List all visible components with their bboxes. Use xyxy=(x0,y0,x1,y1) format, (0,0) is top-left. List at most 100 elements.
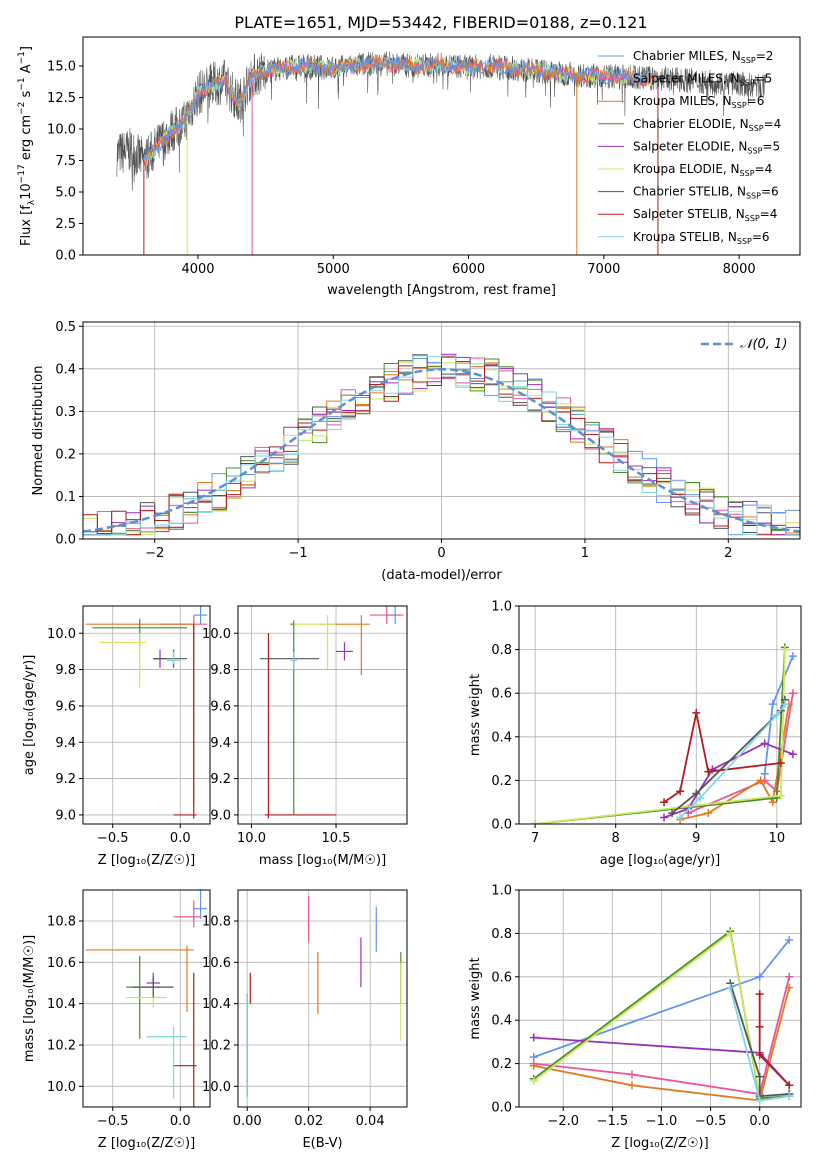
legend-label: Kroupa MILES, NSSP=6 xyxy=(633,94,764,110)
kroupa_elodie-marker xyxy=(531,820,540,824)
kroupa_miles-marker xyxy=(768,798,777,807)
x-tick-label: 0.04 xyxy=(356,1114,385,1129)
y-tick-label: 0.8 xyxy=(491,643,512,658)
chabrier_elodie-histogram xyxy=(83,358,800,536)
mass-vs-z-axes: −0.5 0.0 10.0 10.2 10.4 10.6 10.8 xyxy=(47,890,210,1129)
x-axis-label: E(B-V) xyxy=(302,1136,342,1151)
kroupa_stelib-weight-line xyxy=(679,703,786,819)
chabrier_miles-marker xyxy=(755,972,764,981)
y-axis-label: mass weight xyxy=(468,957,483,1039)
y-tick-label: 2.5 xyxy=(55,217,76,232)
legend-label-text: Chabrier ELODIE, N xyxy=(633,117,749,131)
legend-label-text: Chabrier STELIB, N xyxy=(633,185,746,199)
y-tick-label: 10.0 xyxy=(47,122,76,137)
y-tick-label: 0.4 xyxy=(491,730,512,745)
legend-label-text: Kroupa STELIB, N xyxy=(633,230,737,244)
kroupa_miles-marker xyxy=(704,809,713,818)
salpeter_miles-marker xyxy=(785,972,794,981)
y-tick-label: 10.6 xyxy=(202,956,231,971)
kroupa_elodie-marker xyxy=(776,791,785,800)
x-tick-label: 0 xyxy=(437,546,445,561)
salpeter_stelib-marker xyxy=(660,798,669,807)
legend-label: Chabrier STELIB, NSSP=6 xyxy=(633,185,779,201)
legend-label-text: Salpeter STELIB, N xyxy=(633,207,745,221)
chabrier_miles-marker xyxy=(788,652,797,661)
y-axis-label: Flux [fλ10−17 erg cm−2 s−1 A−1] xyxy=(17,46,37,246)
kroupa_miles-weight-line xyxy=(533,987,791,1102)
x-tick-label: −0.5 xyxy=(695,1114,727,1129)
x-tick-label: −2.0 xyxy=(547,1114,579,1129)
salpeter_stelib-marker xyxy=(776,758,785,767)
y-tick-label: 9.0 xyxy=(210,808,231,823)
y-tick-label: 10.4 xyxy=(47,997,76,1012)
mass-vs-ebv-axes: 0.00 0.02 0.04 10.0 10.2 10.4 10.6 10.8 xyxy=(202,890,407,1129)
x-tick-label: 7 xyxy=(531,831,539,846)
y-tick-label: 9.8 xyxy=(210,663,231,678)
y-axis-label-part: s xyxy=(19,90,34,101)
salpeter_elodie-marker xyxy=(660,813,669,822)
mass-vs-z-frame xyxy=(82,889,211,1108)
spectrum-axes: 4000 5000 6000 7000 8000 0.0 2.5 5.0 7.5 10.0 12.5… xyxy=(47,59,756,277)
x-axis-label: (data-model)/error xyxy=(381,568,502,583)
spectrum-plot-area xyxy=(116,51,767,255)
legend-label-text: Chabrier MILES, N xyxy=(633,49,741,63)
y-axis-label-part: −2 xyxy=(17,102,27,115)
legend-label-sub: SSP xyxy=(749,124,764,133)
x-tick-label: 0.0 xyxy=(170,1114,191,1129)
age-vs-mass-axes: 10.0 10.5 9.0 9.2 9.4 9.6 9.8 10.0 xyxy=(202,606,407,846)
chabrier_elodie-marker xyxy=(772,793,781,802)
y-tick-label: 10.0 xyxy=(47,627,76,642)
y-tick-label: 9.4 xyxy=(55,736,76,751)
x-tick-label: 7000 xyxy=(587,262,620,277)
x-tick-label: 2 xyxy=(724,546,732,561)
y-tick-label: 10.6 xyxy=(47,956,76,971)
y-tick-label: 10.2 xyxy=(47,1039,76,1054)
y-axis-label-part: −1 xyxy=(17,51,27,64)
normal-curve xyxy=(83,368,800,533)
legend-label: Chabrier ELODIE, NSSP=4 xyxy=(633,117,781,133)
x-tick-label: 5000 xyxy=(317,262,350,277)
salpeter_miles-weight-line xyxy=(533,976,791,1096)
legend-label: Salpeter MILES, NSSP=5 xyxy=(633,72,772,88)
legend-label-sub: SSP xyxy=(746,192,761,201)
y-axis-label-part: −17 xyxy=(17,164,27,183)
y-tick-label: 12.5 xyxy=(47,91,76,106)
legend-label: Kroupa STELIB, NSSP=6 xyxy=(633,230,770,246)
x-tick-label: 9 xyxy=(692,831,700,846)
y-tick-label: 9.0 xyxy=(55,808,76,823)
chabrier_miles-marker xyxy=(785,935,794,944)
y-tick-label: 15.0 xyxy=(47,59,76,74)
kroupa_stelib-marker xyxy=(726,983,735,992)
x-tick-label: 10.0 xyxy=(237,831,266,846)
x-axis-label: Z [log₁₀(Z/Z☉)] xyxy=(611,1136,708,1151)
salpeter_elodie-marker xyxy=(708,765,717,774)
y-axis-label-part: −1 xyxy=(17,77,27,90)
residuals-frame xyxy=(82,321,801,540)
legend-label-sub: SSP xyxy=(747,146,762,155)
weight-vs-z-plot-area xyxy=(529,927,794,1105)
x-tick-label: −0.5 xyxy=(97,1114,129,1129)
kroupa_stelib-marker xyxy=(755,1096,764,1105)
age-vs-z-frame xyxy=(82,605,211,825)
x-tick-label: −2 xyxy=(145,546,164,561)
y-tick-label: 0.1 xyxy=(55,490,76,505)
mass-vs-ebv-plot-area xyxy=(246,896,402,1097)
chabrier_stelib-marker xyxy=(692,789,701,798)
y-tick-label: 0.4 xyxy=(55,362,76,377)
legend-label-tail: =6 xyxy=(761,185,779,199)
legend-label-tail: =5 xyxy=(762,139,780,153)
age-vs-mass-plot-area xyxy=(259,606,404,819)
chabrier_miles-model-line xyxy=(143,55,659,161)
y-axis-label-part: ] xyxy=(19,46,34,51)
x-tick-label: 0.0 xyxy=(170,831,191,846)
legend-label-tail: =6 xyxy=(752,230,770,244)
x-tick-label: 10.5 xyxy=(322,831,351,846)
kroupa_stelib-marker xyxy=(696,793,705,802)
legend-label: Kroupa ELODIE, NSSP=4 xyxy=(633,162,772,178)
age-vs-mass-frame xyxy=(237,605,408,825)
salpeter_elodie-marker xyxy=(788,750,797,759)
y-tick-label: 5.0 xyxy=(55,185,76,200)
y-tick-label: 0.5 xyxy=(55,320,76,335)
